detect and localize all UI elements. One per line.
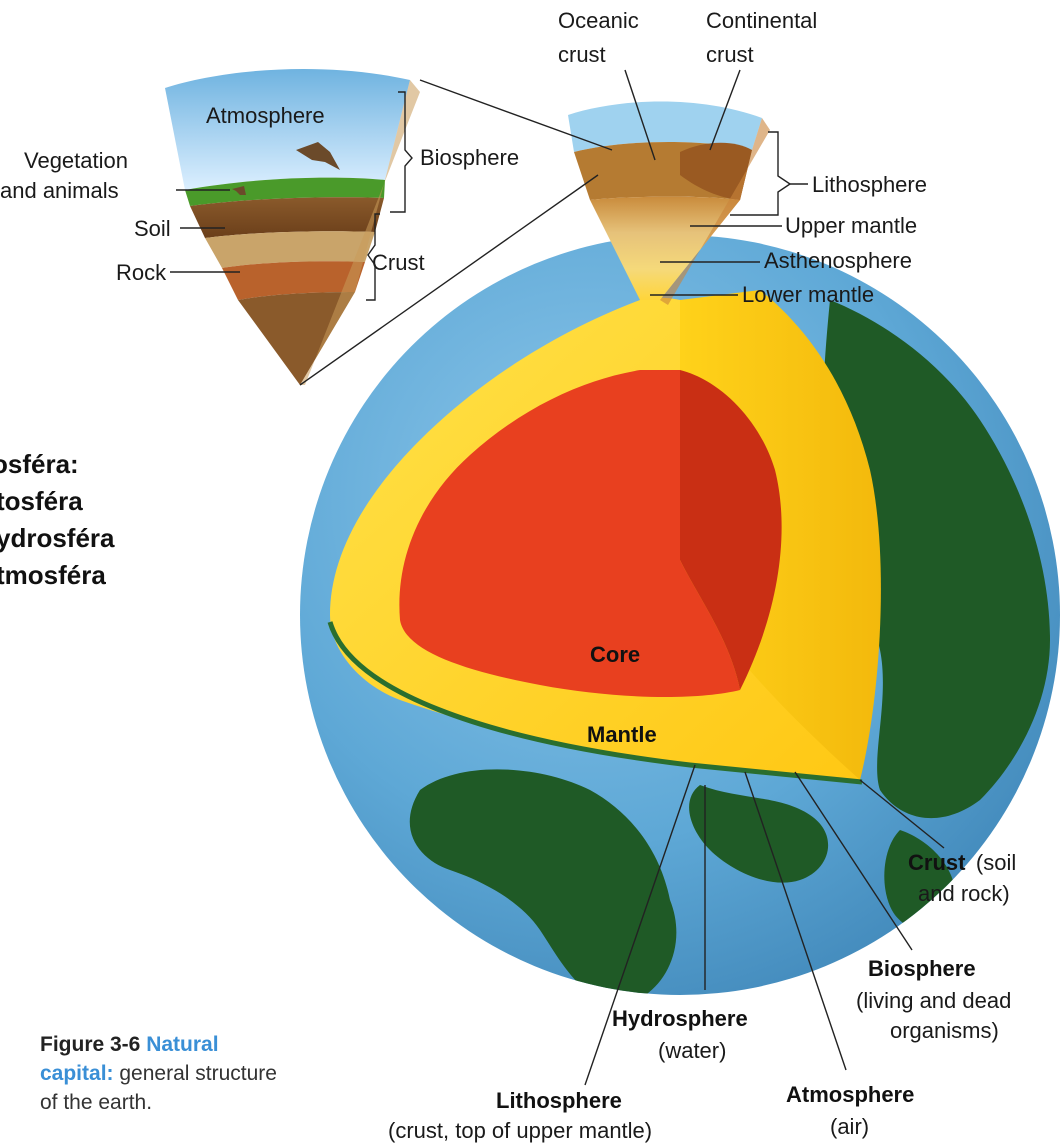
wedge2-mantle	[590, 196, 740, 300]
hydrosphere-callout-label: Hydrosphere	[612, 1006, 748, 1031]
wedge-vegetation	[185, 177, 385, 206]
slide-line-2: tosféra	[0, 486, 83, 516]
continent-asia	[822, 300, 1050, 819]
biosphere-callout-line3: organisms)	[890, 1018, 999, 1043]
globe: Core Mantle	[300, 235, 1060, 995]
upper-mantle-label: Upper mantle	[785, 213, 917, 238]
interior-wedge: Oceanic crust Continental crust Lithosph…	[558, 8, 927, 307]
biosphere-bracket	[390, 91, 413, 213]
wedge2-continental	[680, 142, 752, 200]
crust-bracket	[366, 213, 380, 301]
lithosphere-label: Lithosphere	[812, 172, 927, 197]
wedge-soil	[190, 197, 384, 238]
biosphere-callout-line	[794, 771, 913, 951]
wedge2-right-face	[660, 118, 770, 305]
soil-label: Soil	[134, 216, 171, 241]
crust-rim	[327, 621, 863, 785]
slide-line-4: tmosféra	[0, 560, 106, 590]
figure-number: Figure 3-6	[40, 1033, 141, 1056]
atmosphere-callout-line	[744, 771, 847, 1071]
core-face	[399, 370, 740, 697]
continent-africa	[409, 769, 677, 995]
oceanic-leader	[624, 69, 656, 161]
biosphere-bracket-label: Biosphere	[420, 145, 519, 170]
continental-leader	[709, 69, 741, 151]
wedge-rock-light	[205, 231, 375, 268]
figure-title: Natural capital:	[40, 1033, 219, 1085]
figure-caption: Figure 3-6 Natural capital: general stru…	[40, 1030, 290, 1117]
deer-icon	[232, 186, 246, 195]
biosphere-callout-label: Biosphere	[868, 956, 976, 981]
asthenosphere-label: Asthenosphere	[764, 248, 912, 273]
lithosphere-callout-label: Lithosphere	[496, 1088, 622, 1113]
crust-bracket-label: Crust	[372, 250, 425, 275]
continental-label-2: crust	[706, 42, 754, 67]
lithosphere-callout-line	[584, 764, 696, 1086]
crust-callout-line2: and rock)	[918, 881, 1010, 906]
wedge-rock-dark	[222, 261, 365, 300]
oceanic-label-1: Oceanic	[558, 8, 639, 33]
slide-line-1: osféra:	[0, 449, 79, 479]
hawk-icon	[296, 142, 340, 170]
core-side	[680, 370, 782, 690]
wedge-sky	[165, 68, 410, 190]
wedge-deep	[238, 292, 355, 385]
surface-wedge: Atmosphere Vegetation and animals Soil R…	[0, 68, 519, 385]
vegetation-label-1: Vegetation	[24, 148, 128, 173]
continental-label-1: Continental	[706, 8, 817, 33]
biosphere-callout-line2: (living and dead	[856, 988, 1011, 1013]
crust-callout-bold: Crust	[908, 850, 966, 875]
connector-bottom	[299, 174, 599, 386]
vegetation-label-2: and animals	[0, 178, 119, 203]
connector-top	[419, 79, 613, 151]
lithosphere-callout-line2: (crust, top of upper mantle)	[388, 1118, 652, 1143]
crust-callout-label: Crust (soil	[908, 850, 1016, 875]
crust-callout-line	[859, 779, 945, 849]
atmosphere-callout-label: Atmosphere	[786, 1082, 914, 1107]
continent-europe	[689, 785, 829, 883]
rock-label: Rock	[116, 260, 167, 285]
slide-text: osféra: tosféra ydrosféra tmosféra	[0, 446, 115, 594]
mantle-label: Mantle	[587, 722, 657, 747]
wedge-right-face	[300, 80, 420, 385]
core-label: Core	[590, 642, 640, 667]
hydrosphere-callout-line2: (water)	[658, 1038, 726, 1063]
crust-callout-rest: (soil	[976, 850, 1016, 875]
atmosphere-callout-line2: (air)	[830, 1114, 869, 1139]
wedge-atmosphere-label: Atmosphere	[206, 103, 325, 128]
oceanic-label-2: crust	[558, 42, 606, 67]
figure-text: general structure of the earth.	[40, 1062, 277, 1114]
globe-callouts: Crust (soil and rock) Biosphere (living …	[388, 764, 1016, 1143]
lower-mantle-label: Lower mantle	[742, 282, 874, 307]
slide-line-3: ydrosféra	[0, 523, 115, 553]
